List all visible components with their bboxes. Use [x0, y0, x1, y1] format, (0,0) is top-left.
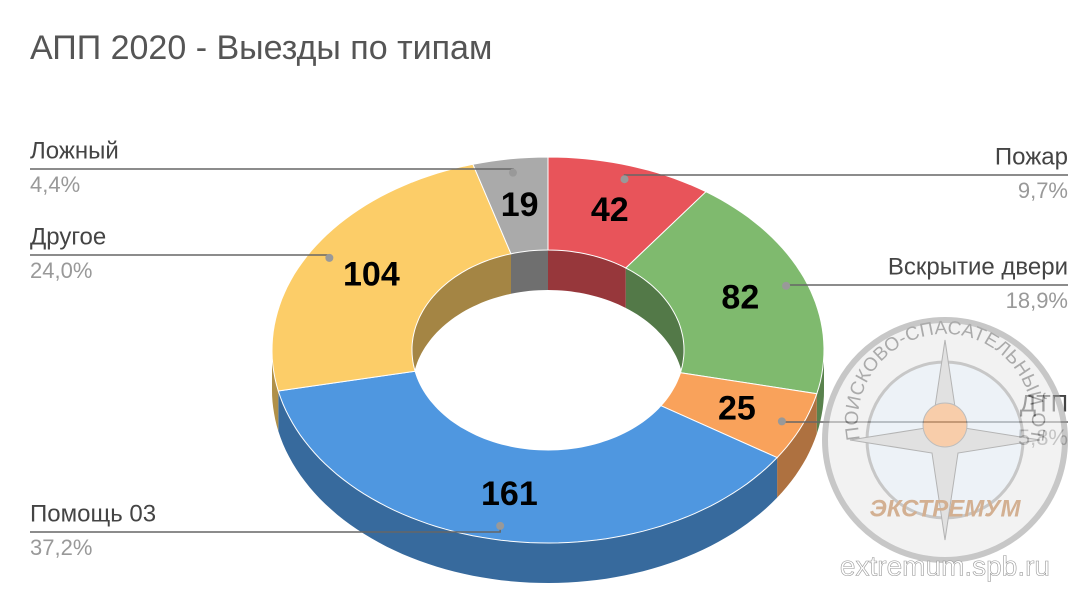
slice-inner-wall	[625, 268, 684, 390]
legend-label: Вскрытие двери	[888, 253, 1068, 280]
logo-name: ЭКСТРЕМУМ	[869, 495, 1021, 522]
percent-label: 37,2%	[30, 535, 92, 560]
leader-dot	[777, 417, 786, 426]
slice-inner-wall	[511, 250, 548, 294]
leader-dot	[496, 521, 505, 530]
slice-side	[777, 393, 817, 498]
slice-inner-wall	[548, 250, 626, 308]
legend-label: Ложный	[30, 137, 119, 164]
leader-dot	[620, 175, 629, 184]
leader-dot	[325, 253, 334, 262]
leader-dot	[782, 281, 791, 290]
slice	[472, 156, 549, 255]
legend-label: Другое	[30, 223, 106, 250]
percent-label: 18,9%	[1006, 288, 1068, 313]
chart-title: АПП 2020 - Выезды по типам	[30, 29, 492, 67]
data-label: 19	[501, 186, 539, 224]
data-label: 82	[721, 279, 759, 317]
slice-side	[278, 391, 778, 583]
data-label: 42	[591, 191, 629, 229]
data-label: 104	[343, 256, 400, 294]
percent-label: 24,0%	[30, 258, 92, 283]
logo-emblem	[922, 402, 968, 448]
leader-dot	[508, 168, 517, 177]
watermark: extremum.spb.ru	[840, 550, 1050, 581]
data-label: 25	[718, 389, 756, 427]
percent-label: 4,4%	[30, 172, 80, 197]
percent-label: 9,7%	[1018, 178, 1068, 203]
slice-side	[816, 350, 824, 434]
data-label: 161	[481, 475, 538, 513]
legend-label: Помощь 03	[30, 500, 156, 527]
legend-label: Пожар	[995, 143, 1068, 170]
leader-line	[785, 284, 1068, 286]
slice-inner-wall	[412, 253, 511, 390]
